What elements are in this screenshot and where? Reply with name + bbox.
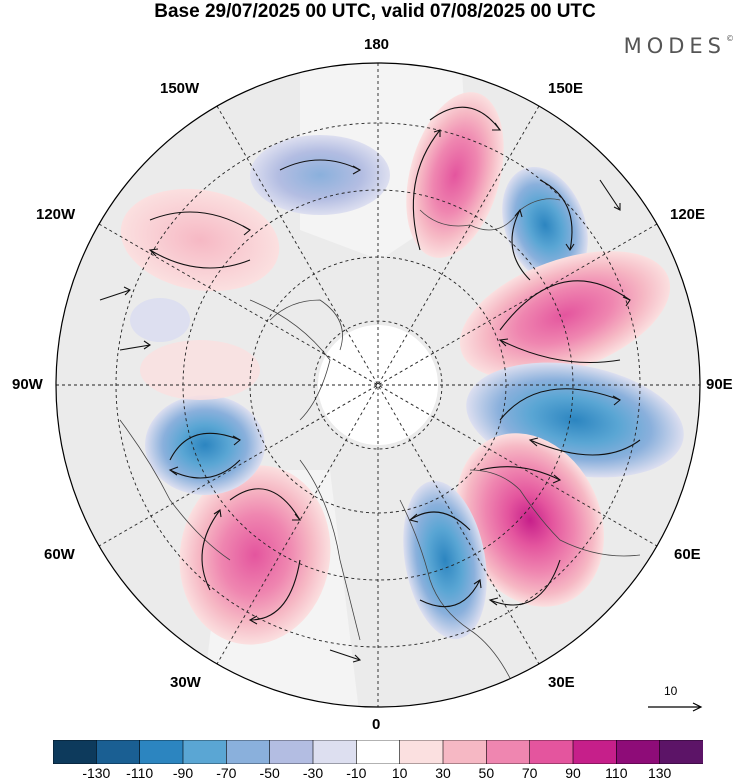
colorbar-tick-label: -110	[126, 765, 154, 781]
colorbar-swatch	[659, 740, 703, 764]
lon-label-90w: 90W	[12, 376, 43, 393]
colorbar-swatch	[616, 740, 661, 764]
colorbar	[53, 740, 703, 764]
colorbar-tick-label: -70	[216, 765, 237, 781]
colorbar-swatch	[399, 740, 444, 764]
colorbar-swatch	[139, 740, 184, 764]
map-border	[55, 62, 701, 708]
anomaly-ridge-central-siberia	[459, 251, 671, 379]
anomaly-weak-positive-canada	[140, 340, 260, 400]
colorbar-swatch	[312, 740, 358, 764]
lon-label-120e: 120E	[670, 206, 706, 223]
modes-logo: MODES©	[624, 34, 734, 58]
lon-label-0: 0	[372, 716, 381, 733]
brand-text: MODES	[623, 34, 726, 58]
colorbar-swatch	[182, 740, 228, 764]
anomaly-trough-eastern-canada	[145, 395, 265, 495]
anomaly-trough-okhotsk	[502, 166, 588, 284]
anomaly-weak-negative-canada	[130, 298, 190, 342]
wind-vectors	[99, 106, 651, 663]
colorbar-swatch	[269, 740, 314, 764]
colorbar-tick-label: 110	[605, 765, 628, 781]
coastlines	[119, 198, 641, 701]
lon-label-180: 180	[364, 36, 390, 53]
reference-vector	[648, 702, 703, 712]
colorbar-swatch	[486, 740, 531, 764]
copyright-mark: ©	[726, 34, 734, 43]
colorbar-ticks: -130 -110 -90 -70 -50 -30 -10 10 30 50 70 90 110 130	[0, 765, 750, 783]
anomaly-ridge-east-siberia	[406, 92, 504, 258]
map-title: Base 29/07/2025 00 UTC, valid 07/08/2025…	[154, 1, 596, 22]
graticule	[56, 63, 700, 707]
anomaly-trough-gulf-alaska	[250, 135, 390, 215]
colorbar-swatch	[442, 740, 488, 764]
colorbar-swatch	[572, 740, 618, 764]
colorbar-tick-label: 30	[435, 765, 451, 781]
colorbar-tick-label: 50	[478, 765, 495, 781]
colorbar-tick-label: -10	[346, 765, 367, 781]
colorbar-tick-label: -30	[302, 765, 324, 781]
anomaly-ridge-russia	[456, 433, 604, 607]
colorbar-swatch	[53, 740, 98, 764]
lon-label-30w: 30W	[170, 674, 201, 691]
colorbar-tick-label: 10	[391, 765, 408, 781]
reference-vector-label: 10	[664, 684, 678, 698]
lon-label-120w: 120W	[36, 206, 76, 223]
colorbar-swatch	[96, 740, 141, 764]
colorbar-swatch	[226, 740, 271, 764]
colorbar-tick-label: -50	[259, 765, 280, 781]
arctic-cap	[318, 325, 438, 445]
anomaly-ridge-north-pacific	[120, 188, 280, 292]
colorbar-tick-label: 70	[521, 765, 538, 781]
colorbar-tick-label: 90	[565, 765, 581, 781]
map-disk-content	[56, 63, 700, 707]
lon-label-60e: 60E	[674, 546, 701, 563]
colorbar-tick-label: -90	[172, 765, 194, 781]
colorbar-tick-label: 130	[647, 765, 672, 781]
lon-label-60w: 60W	[44, 546, 75, 563]
colorbar-swatch	[529, 740, 574, 764]
colorbar-swatch	[356, 740, 401, 764]
lon-label-30e: 30E	[548, 674, 575, 691]
anomaly-shading	[120, 92, 684, 645]
colorbar-tick-label: -130	[82, 765, 111, 781]
lon-label-150w: 150W	[160, 80, 200, 97]
anomaly-ridge-north-atlantic	[179, 465, 331, 645]
lon-label-90e: 90E	[706, 376, 733, 393]
lon-label-150e: 150E	[548, 80, 584, 97]
